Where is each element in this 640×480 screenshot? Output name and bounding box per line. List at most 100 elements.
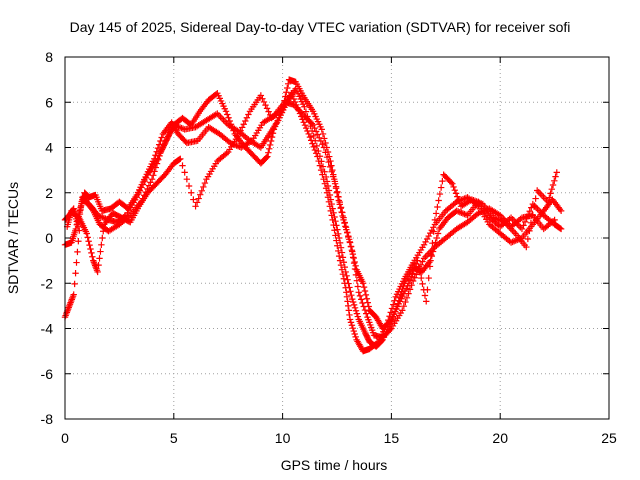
axis-ticks: -8 -6 -4 -2 0 2 4 6 8 0 5 10 15 20 25: [41, 49, 617, 446]
data-point: [544, 198, 552, 205]
data-point: [317, 137, 325, 145]
data-point: [265, 149, 272, 156]
data-point: [351, 330, 358, 338]
data-point: [242, 117, 249, 125]
data-point: [337, 261, 345, 269]
data-point: [450, 183, 457, 191]
data-point: [361, 287, 369, 295]
data-point: [273, 120, 280, 127]
data-point: [335, 193, 342, 201]
data-point: [316, 134, 323, 142]
data-point: [349, 295, 356, 303]
data-point: [275, 114, 283, 121]
data-point: [321, 180, 329, 187]
data-point: [433, 234, 440, 242]
data-point: [339, 254, 347, 261]
data-point: [430, 228, 437, 235]
data-point: [96, 255, 103, 262]
data-point: [195, 195, 202, 202]
data-point: [354, 283, 362, 290]
data-point: [266, 141, 274, 149]
data-point: [527, 219, 535, 227]
data-point: [197, 191, 204, 198]
data-point: [342, 224, 350, 231]
data-point: [332, 183, 340, 190]
data-point: [334, 226, 341, 233]
data-point: [257, 92, 265, 99]
data-point: [301, 103, 308, 110]
data-point: [420, 255, 428, 262]
data-point: [201, 179, 209, 187]
data-point: [549, 181, 557, 189]
data-point: [190, 196, 197, 203]
data-point: [289, 92, 296, 100]
data-point: [326, 163, 334, 171]
data-point: [427, 229, 434, 237]
data-point: [301, 121, 309, 129]
data-point: [344, 228, 351, 236]
data-point: [218, 115, 226, 122]
data-point: [266, 145, 273, 152]
data-point: [455, 196, 462, 204]
data-point: [263, 154, 270, 161]
data-point: [263, 105, 271, 112]
data-point: [419, 258, 426, 265]
data-point: [342, 223, 349, 230]
data-point: [350, 301, 358, 309]
data-point: [97, 248, 104, 255]
x-tick-label: 15: [384, 430, 400, 446]
data-points: [61, 76, 565, 355]
data-point: [451, 186, 459, 194]
x-tick-label: 25: [601, 430, 617, 446]
y-tick-label: -4: [41, 321, 54, 337]
data-point: [557, 207, 565, 215]
data-point: [351, 304, 359, 312]
data-point: [423, 298, 430, 305]
data-point: [319, 130, 327, 138]
data-point: [309, 121, 317, 129]
data-point: [421, 292, 429, 299]
data-point: [193, 199, 201, 206]
data-point: [552, 173, 559, 180]
data-point: [151, 155, 158, 163]
y-tick-label: 2: [45, 185, 53, 201]
data-point: [76, 227, 83, 234]
data-point: [343, 293, 351, 301]
data-point: [177, 155, 184, 163]
data-point: [308, 120, 316, 127]
chart-title: Day 145 of 2025, Sidereal Day-to-day VTE…: [70, 19, 571, 35]
data-point: [426, 263, 434, 270]
data-point: [351, 258, 358, 266]
data-point: [410, 267, 417, 274]
data-point: [79, 196, 86, 204]
data-point: [75, 238, 82, 245]
data-point: [158, 134, 165, 141]
data-point: [327, 207, 334, 215]
data-point: [333, 237, 340, 244]
data-point: [198, 187, 205, 195]
data-point: [334, 242, 341, 249]
data-point: [414, 257, 421, 264]
data-point: [306, 133, 314, 141]
data-point: [77, 203, 85, 211]
data-point: [315, 157, 322, 165]
data-point: [361, 306, 369, 314]
data-point: [181, 169, 188, 176]
data-point: [227, 121, 235, 128]
data-point: [230, 127, 237, 134]
data-point: [359, 280, 367, 287]
y-tick-label: 8: [45, 49, 53, 65]
data-point: [447, 179, 455, 186]
data-point: [304, 127, 311, 135]
data-point: [282, 93, 289, 100]
data-point: [530, 203, 538, 210]
data-point: [406, 286, 414, 293]
data-point: [74, 214, 82, 221]
data-point: [432, 210, 440, 217]
x-tick-label: 0: [61, 430, 69, 446]
data-point: [264, 153, 271, 160]
data-point: [436, 190, 444, 198]
data-point: [288, 90, 295, 97]
data-point: [99, 234, 106, 242]
data-point: [312, 150, 320, 157]
